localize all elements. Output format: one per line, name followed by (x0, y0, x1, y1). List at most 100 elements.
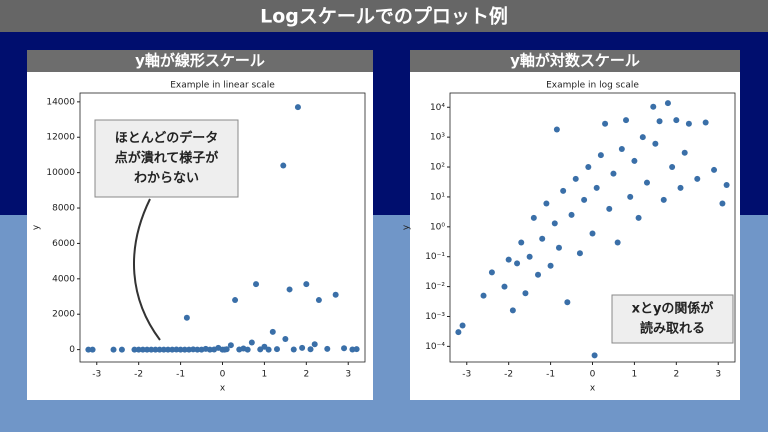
x-tick-label: 1 (632, 370, 638, 380)
point (265, 346, 272, 353)
x-tick-label: 2 (303, 370, 309, 380)
point (631, 157, 638, 164)
point (650, 103, 657, 110)
point (183, 314, 190, 321)
point (555, 244, 562, 251)
point (194, 346, 201, 353)
point (290, 346, 297, 353)
panel-title: y軸が線形スケール (135, 52, 265, 70)
annotation-text: 読み取れる (640, 321, 705, 337)
annotation-text: xとyの関係が (632, 301, 714, 317)
point (543, 200, 550, 207)
x-tick-label: 3 (715, 370, 721, 380)
point (488, 269, 495, 276)
point (522, 290, 529, 297)
point (110, 346, 117, 353)
x-tick-label: -1 (176, 370, 185, 380)
point (165, 346, 172, 353)
y-tick-label: 14000 (46, 97, 75, 107)
annotation-box (611, 294, 734, 344)
point (480, 292, 487, 299)
point (551, 220, 558, 227)
point (535, 271, 542, 278)
point (505, 256, 512, 263)
point (294, 104, 301, 111)
point (685, 120, 692, 127)
point (303, 281, 310, 288)
point (702, 119, 709, 126)
point (248, 339, 255, 346)
point (353, 346, 360, 353)
point (324, 345, 331, 352)
point (597, 152, 604, 159)
title-bar (0, 0, 768, 32)
y-tick-label: 10⁻⁴ (425, 342, 445, 352)
point (591, 352, 598, 359)
point (509, 307, 516, 314)
x-axis-label: x (590, 384, 596, 394)
point (518, 239, 525, 246)
point (639, 134, 646, 141)
point (459, 322, 466, 329)
point (455, 329, 462, 336)
point (593, 184, 600, 191)
point (169, 346, 176, 353)
slide-title: Logスケールでのプロット例 (260, 5, 508, 28)
point (530, 214, 537, 221)
point (286, 286, 293, 293)
y-tick-label: 0 (69, 345, 75, 355)
point (576, 250, 583, 257)
point (694, 175, 701, 182)
point (602, 120, 609, 127)
y-tick-label: 2000 (52, 310, 75, 320)
point (652, 140, 659, 147)
point (526, 253, 533, 260)
y-tick-label: 10⁴ (430, 103, 445, 113)
y-tick-label: 4000 (52, 274, 75, 284)
point (660, 196, 667, 203)
chart-title: Example in linear scale (170, 81, 275, 91)
point (181, 346, 188, 353)
point (299, 344, 306, 351)
point (681, 149, 688, 156)
point (332, 291, 339, 298)
point (572, 175, 579, 182)
point (673, 117, 680, 124)
point (711, 166, 718, 173)
point (144, 346, 151, 353)
annotation-text: わからない (134, 171, 199, 186)
point (635, 214, 642, 221)
point (280, 162, 287, 169)
y-axis-label: y (402, 224, 412, 230)
y-tick-label: 10¹ (430, 192, 445, 202)
point (227, 342, 234, 349)
point (618, 146, 625, 153)
point (514, 260, 521, 267)
x-tick-label: -3 (92, 370, 101, 380)
point (581, 196, 588, 203)
point (341, 345, 348, 352)
point (177, 346, 184, 353)
y-tick-label: 10⁻¹ (425, 252, 445, 262)
point (152, 346, 159, 353)
point (501, 283, 508, 290)
x-tick-label: 3 (345, 370, 351, 380)
point (118, 346, 125, 353)
point (643, 179, 650, 186)
point (585, 164, 592, 171)
point (269, 328, 276, 335)
point (148, 346, 155, 353)
point (623, 117, 630, 124)
point (560, 187, 567, 194)
point (539, 235, 546, 242)
annotation-curve (133, 198, 161, 341)
point (606, 205, 613, 212)
point (139, 346, 146, 353)
x-tick-label: -1 (546, 370, 555, 380)
point (131, 346, 138, 353)
y-tick-label: 10000 (46, 168, 75, 178)
point (568, 211, 575, 218)
point (89, 346, 96, 353)
point (677, 184, 684, 191)
